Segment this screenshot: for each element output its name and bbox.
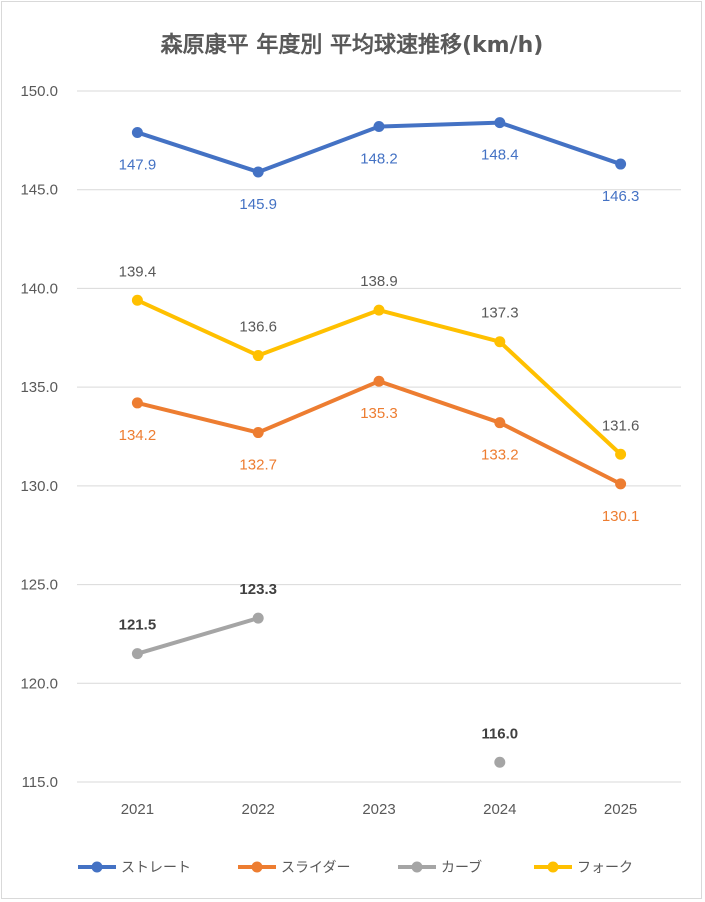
data-label: 148.2 (360, 151, 398, 168)
legend-swatch-marker (251, 861, 263, 873)
series-line-segment (377, 308, 502, 344)
data-label: 147.9 (119, 156, 157, 173)
series-line-segment (497, 420, 623, 486)
data-label: 148.4 (481, 147, 519, 164)
series-line-segment (135, 130, 261, 174)
data-point (131, 294, 143, 306)
data-label: 123.3 (239, 581, 277, 598)
series-line-segment (377, 379, 502, 425)
data-label: 136.6 (239, 319, 277, 336)
data-point (615, 478, 627, 490)
y-tick-label: 140.0 (20, 280, 58, 297)
series-line-segment (135, 400, 261, 435)
y-tick-label: 115.0 (22, 774, 58, 791)
data-point (615, 158, 627, 170)
legend: ストレート スライダー カーブ フォーク (78, 859, 633, 876)
series-line-segment (256, 379, 381, 435)
series-line-segment (256, 124, 381, 174)
x-tick-label: 2022 (242, 801, 275, 818)
data-label: 133.2 (481, 447, 519, 464)
y-axis-ticks: 115.0 120.0 125.0 130.0 135.0 140.0 145.0 150.0 (20, 83, 58, 791)
data-point (252, 612, 264, 624)
data-point (373, 121, 385, 133)
series-1: 147.9 145.9 148.2 148.4 146.3 (119, 117, 640, 213)
legend-label: スライダー (281, 860, 350, 876)
data-point (131, 126, 143, 138)
data-point (615, 448, 627, 460)
data-label: 138.9 (360, 273, 398, 290)
series-group: 147.9 145.9 148.2 148.4 146.3 134.2 132.7 135.3… (119, 117, 640, 768)
data-point (252, 166, 264, 178)
chart-title: 森原康平 年度別 平均球速推移(km/h) (161, 32, 544, 58)
legend-swatch-marker (91, 861, 103, 873)
legend-swatch-marker (411, 861, 423, 873)
data-point (494, 117, 506, 129)
legend-item: フォーク (534, 860, 633, 876)
data-point (252, 350, 264, 362)
data-point (373, 375, 385, 387)
data-label: 146.3 (602, 188, 640, 205)
x-axis-ticks: 2021 2022 2023 2024 2025 (121, 801, 638, 818)
gridlines (77, 90, 681, 783)
series-line-segment (497, 339, 623, 457)
series-line-segment (377, 120, 502, 129)
series-line-segment (256, 308, 381, 358)
y-tick-label: 135.0 (20, 379, 58, 396)
data-label: 116.0 (481, 725, 518, 742)
series-line-segment (135, 298, 261, 358)
legend-label: カーブ (441, 859, 482, 876)
data-point (252, 427, 264, 439)
data-label: 137.3 (481, 305, 519, 322)
x-tick-label: 2024 (483, 801, 516, 818)
series-line-segment (135, 616, 261, 656)
legend-label: ストレート (121, 860, 191, 876)
legend-item: スライダー (238, 860, 350, 876)
data-point (131, 397, 143, 409)
x-tick-label: 2025 (604, 801, 637, 818)
data-point (494, 336, 506, 348)
data-point (494, 417, 506, 429)
y-tick-label: 150.0 (20, 83, 58, 100)
legend-item: ストレート (78, 860, 191, 876)
x-tick-label: 2021 (121, 801, 154, 818)
data-label: 135.3 (360, 405, 398, 422)
legend-swatch-marker (547, 861, 559, 873)
y-tick-label: 145.0 (20, 182, 58, 199)
data-label: 131.6 (602, 417, 640, 434)
legend-label: フォーク (577, 860, 633, 876)
x-tick-label: 2023 (362, 801, 395, 818)
y-tick-label: 130.0 (20, 478, 58, 495)
y-tick-label: 125.0 (20, 577, 58, 594)
data-label: 134.2 (119, 427, 157, 444)
data-label: 139.4 (119, 263, 157, 280)
data-label: 130.1 (602, 508, 640, 525)
data-point (494, 756, 506, 768)
data-point (373, 304, 385, 316)
series-2: 134.2 132.7 135.3 133.2 130.1 (119, 375, 640, 525)
series-4: 139.4 136.6 138.9 137.3 131.6 (119, 263, 640, 460)
series-line-segment (497, 120, 623, 167)
legend-item: カーブ (398, 859, 482, 876)
data-point (131, 648, 143, 660)
data-label: 121.5 (119, 617, 157, 634)
data-label: 132.7 (239, 457, 277, 474)
y-tick-label: 120.0 (20, 675, 58, 692)
data-label: 145.9 (239, 196, 277, 213)
series-3: 121.5 123.3 116.0 (119, 581, 518, 768)
